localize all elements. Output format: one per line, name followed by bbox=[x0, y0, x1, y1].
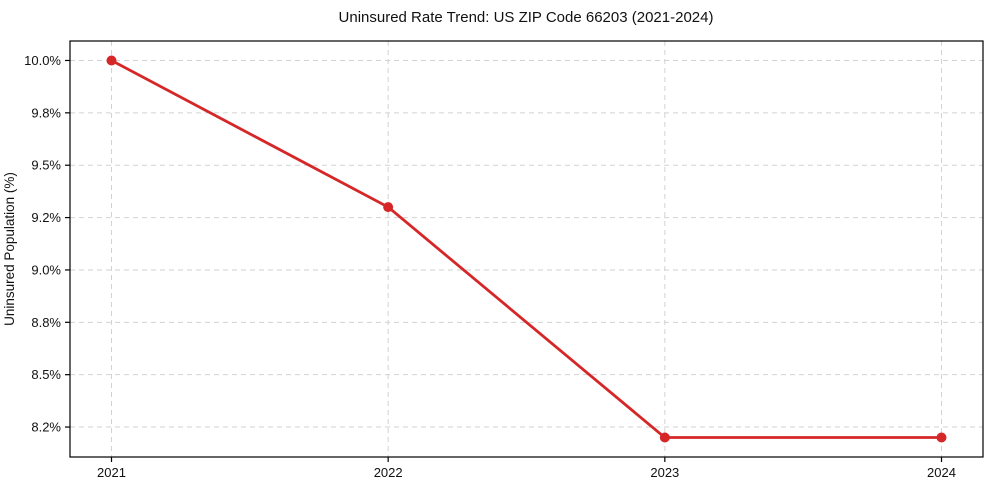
y-tick-label: 8.5% bbox=[31, 367, 61, 382]
y-tick-label: 10.0% bbox=[24, 53, 61, 68]
data-series bbox=[106, 55, 947, 443]
data-point-marker bbox=[383, 202, 394, 213]
y-tick-label: 9.5% bbox=[31, 158, 61, 173]
trend-line bbox=[110, 59, 943, 439]
y-tick-label: 8.2% bbox=[31, 420, 61, 435]
axis-ticks: 8.2% 8.5% 8.8% 9.0% 9.2% 9.5% 9.8% 10.0% 2021 202… bbox=[24, 53, 956, 480]
x-tick-label: 2023 bbox=[650, 465, 679, 480]
y-tick-label: 8.8% bbox=[31, 315, 61, 330]
y-tick-label: 9.0% bbox=[31, 262, 61, 277]
y-tick-label: 9.2% bbox=[31, 210, 61, 225]
x-tick-label: 2021 bbox=[97, 465, 126, 480]
gridlines bbox=[70, 41, 983, 457]
x-tick-label: 2024 bbox=[927, 465, 956, 480]
y-tick-label: 9.8% bbox=[31, 105, 61, 120]
plot-area-border bbox=[69, 40, 984, 458]
chart-title: Uninsured Rate Trend: US ZIP Code 66203 … bbox=[339, 9, 714, 26]
x-tick-label: 2022 bbox=[374, 465, 403, 480]
data-point-marker bbox=[106, 55, 117, 66]
y-axis-label: Uninsured Population (%) bbox=[2, 172, 17, 326]
data-point-marker bbox=[659, 432, 670, 443]
data-point-marker bbox=[936, 432, 947, 443]
